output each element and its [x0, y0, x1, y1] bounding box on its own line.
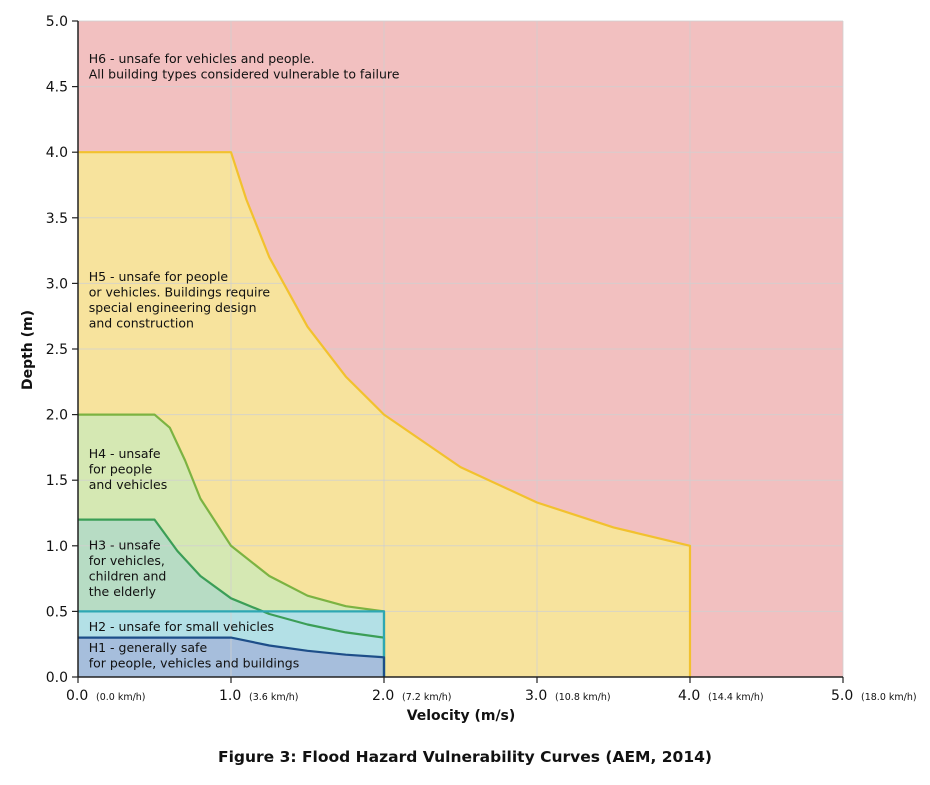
axes: 0.0 0.5 1.0 1.5 2.0 2.5 3.0 3.5 4.0 4.5 5.0 0.0 (0.0…: [46, 14, 917, 704]
zone-h1-boundary: [78, 636, 386, 677]
x-tick-label: 0.0: [66, 688, 88, 704]
zone-h5-label: H5 - unsafe for people: [89, 269, 229, 284]
zone-h4-boundary: [78, 413, 386, 677]
zone-h3-label: the elderly: [89, 584, 157, 599]
y-tick-label: 2.0: [46, 408, 68, 424]
zone-h5-label: and construction: [89, 315, 194, 330]
zone-h6-label: All building types considered vulnerable…: [89, 66, 400, 81]
zone-h4-label: and vehicles: [89, 477, 168, 492]
y-tick-label: 1.0: [46, 539, 68, 555]
x-tick-kmh-label: (0.0 km/h): [96, 692, 146, 703]
zone-h1-label: for people, vehicles and buildings: [89, 656, 300, 671]
y-tick-label: 4.5: [46, 80, 68, 96]
x-tick-kmh-label: (10.8 km/h): [555, 692, 611, 703]
x-tick-label: 2.0: [372, 688, 394, 704]
zone-h5-label: or vehicles. Buildings require: [89, 284, 271, 299]
zone-h6-label: H6 - unsafe for vehicles and people.: [89, 51, 315, 66]
zone-h3-label: children and: [89, 569, 167, 584]
zone-h5-label: special engineering design: [89, 300, 257, 315]
zone-h3-label: for vehicles,: [89, 553, 165, 568]
zone-h2-label: H2 - unsafe for small vehicles: [89, 619, 274, 634]
zone-labels: H6 - unsafe for vehicles and people.All …: [89, 51, 400, 671]
y-axis-title: Depth (m): [20, 310, 36, 390]
y-tick-label: 0.5: [46, 604, 68, 620]
zone-boundaries: [78, 151, 692, 677]
y-tick-label: 3.0: [46, 276, 68, 292]
zone-h3-boundary: [78, 518, 386, 677]
x-tick-kmh-label: (7.2 km/h): [402, 692, 452, 703]
zone-h4-label: for people: [89, 461, 153, 476]
y-tick-label: 5.0: [46, 14, 68, 30]
x-tick-kmh-label: (18.0 km/h): [861, 692, 917, 703]
x-axis-title: Velocity (m/s): [407, 708, 516, 724]
x-tick-label: 4.0: [678, 688, 700, 704]
x-tick-kmh-label: (14.4 km/h): [708, 692, 764, 703]
figure-caption: Figure 3: Flood Hazard Vulnerability Cur…: [218, 748, 712, 766]
x-tick-kmh-label: (3.6 km/h): [249, 692, 299, 703]
zone-h1-label: H1 - generally safe: [89, 640, 208, 655]
y-tick-label: 2.5: [46, 342, 68, 358]
x-tick-label: 3.0: [525, 688, 547, 704]
x-tick-label: 1.0: [219, 688, 241, 704]
zone-h3-label: H3 - unsafe: [89, 538, 161, 553]
zone-h4-label: H4 - unsafe: [89, 446, 161, 461]
y-tick-label: 3.5: [46, 211, 68, 227]
zone-h5-boundary: [78, 151, 692, 677]
y-tick-label: 4.0: [46, 145, 68, 161]
zone-h2-boundary: [78, 610, 386, 677]
x-tick-label: 5.0: [831, 688, 853, 704]
y-tick-label: 1.5: [46, 473, 68, 489]
y-tick-label: 0.0: [46, 670, 68, 686]
flood-hazard-chart: 0.0 0.5 1.0 1.5 2.0 2.5 3.0 3.5 4.0 4.5 5.0 0.0 (0.0…: [20, 14, 917, 724]
